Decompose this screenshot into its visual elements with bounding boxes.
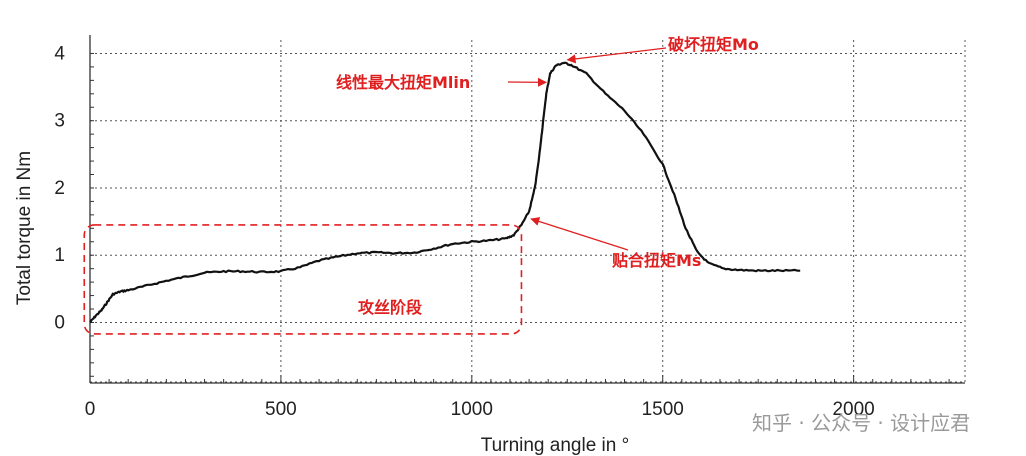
axes xyxy=(89,35,965,384)
x-tick-1000: 1000 xyxy=(451,399,493,420)
annotation-ms: 贴合扭矩Ms xyxy=(612,251,701,270)
tick-labels: 0 500 1000 1500 2000 0 1 2 3 4 xyxy=(54,43,874,420)
x-tick-1500: 1500 xyxy=(642,399,684,420)
arrow-mo xyxy=(566,47,667,64)
x-axis-label: Turning angle in ° xyxy=(481,435,629,456)
x-tick-500: 500 xyxy=(265,399,297,420)
torque-curve xyxy=(89,61,801,324)
arrow-ms xyxy=(530,217,629,251)
y-tick-1: 1 xyxy=(54,245,65,266)
y-tick-2: 2 xyxy=(54,178,65,199)
annotation-mlin: 线性最大扭矩Mlin xyxy=(336,73,470,92)
x-tick-0: 0 xyxy=(85,399,96,420)
y-tick-4: 4 xyxy=(54,43,65,64)
y-axis-label: Total torque in Nm xyxy=(14,151,35,305)
grid-lines xyxy=(90,40,966,383)
annotation-mo: 破坏扭矩Mo xyxy=(668,35,759,54)
y-tick-0: 0 xyxy=(54,312,65,333)
watermark-text: 知乎 · 公众号 · 设计应君 xyxy=(752,411,970,435)
x-tick-2000: 2000 xyxy=(832,399,874,420)
annotations: 破坏扭矩Mo 线性最大扭矩Mlin 贴合扭矩Ms 攻丝阶段 xyxy=(336,35,759,317)
y-tick-3: 3 xyxy=(54,111,65,132)
tapping-stage-region xyxy=(83,224,523,335)
annotation-tapping-stage: 攻丝阶段 xyxy=(358,298,423,317)
